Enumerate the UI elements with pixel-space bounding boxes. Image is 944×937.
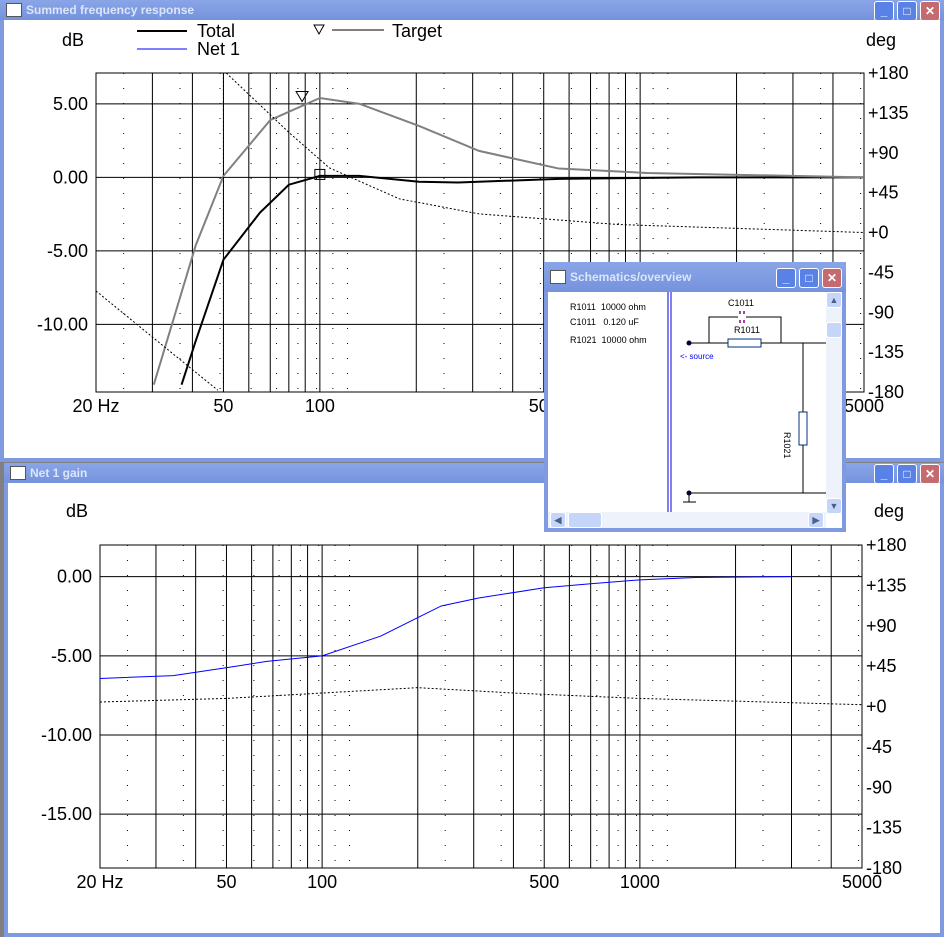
triangle-marker-icon <box>313 24 325 36</box>
y-tick-label: 5.00 <box>53 94 88 114</box>
y2-tick-label: -45 <box>868 262 894 282</box>
y2-tick-label: +180 <box>868 63 909 83</box>
plot-area <box>99 544 863 869</box>
part-row: C1011 0.120 uF <box>570 317 639 327</box>
title-bar[interactable]: Schematics/overview _ □ ✕ <box>544 262 846 292</box>
y2-tick-label: +0 <box>868 223 889 243</box>
summed-response-window: Summed frequency response _ □ ✕ dB deg Tot… <box>0 0 944 462</box>
close-button[interactable]: ✕ <box>920 1 940 21</box>
x-tick-label: 50 <box>216 872 236 892</box>
x-tick-label: 100 <box>305 396 335 416</box>
series-net-1 <box>99 576 792 679</box>
x-tick-label: 5000 <box>844 396 884 416</box>
window-title: Summed frequency response <box>26 3 195 17</box>
y-tick-label: 0.00 <box>57 567 92 587</box>
scroll-thumb[interactable] <box>568 512 602 528</box>
x-tick-label: 50 <box>213 396 233 416</box>
legend <box>137 24 384 50</box>
y2-tick-label: +135 <box>868 103 909 123</box>
minimize-button[interactable]: _ <box>776 268 796 288</box>
legend-total: Total <box>197 21 236 41</box>
y-tick-label: -10.00 <box>41 725 92 745</box>
series-phase <box>99 687 863 706</box>
y-tick-label: -5.00 <box>51 646 92 666</box>
net1-marker <box>314 168 326 180</box>
target-marker <box>295 91 309 103</box>
minimize-button[interactable]: _ <box>874 464 894 484</box>
y2-tick-label: +45 <box>866 656 897 676</box>
x-tick-label: 5000 <box>842 872 882 892</box>
y2-tick-label: -135 <box>868 342 904 362</box>
chart-app-icon <box>10 466 26 480</box>
y2-tick-label: +135 <box>866 575 907 595</box>
series-total <box>180 174 864 385</box>
y2-tick-label: -180 <box>866 858 902 878</box>
window-title: Schematics/overview <box>570 270 692 284</box>
close-button[interactable]: ✕ <box>822 268 842 288</box>
scroll-up-button[interactable]: ▲ <box>826 292 842 308</box>
y2-tick-label: -90 <box>868 302 894 322</box>
y2-tick-label: -180 <box>868 382 904 402</box>
y2-tick-label: +180 <box>866 535 907 555</box>
series-phase <box>225 72 865 233</box>
resistor-r1021 <box>798 411 808 446</box>
schematic-app-icon <box>550 270 566 284</box>
y-tick-label: -10.00 <box>37 314 88 334</box>
scroll-down-button[interactable]: ▼ <box>826 498 842 514</box>
legend-net1: Net 1 <box>197 39 241 59</box>
y-axis-label: dB <box>66 501 89 521</box>
y2-tick-label: -45 <box>866 737 892 757</box>
y-tick-label: 0.00 <box>53 167 88 187</box>
r1021-label: R1021 <box>782 432 792 459</box>
x-tick-label: 100 <box>307 872 337 892</box>
x-tick-label: 500 <box>529 872 559 892</box>
x-tick-label: 20 Hz <box>76 872 123 892</box>
resistor-r1011 <box>727 338 762 348</box>
y-tick-label: -5.00 <box>47 241 88 261</box>
horizontal-scrollbar[interactable]: ◀ ▶ <box>548 512 826 528</box>
y2-tick-label: -90 <box>866 777 892 797</box>
y2-tick-label: +90 <box>868 143 899 163</box>
scroll-left-button[interactable]: ◀ <box>550 512 566 528</box>
r1011-label: R1011 <box>734 325 760 335</box>
y2-tick-label: +90 <box>866 616 897 636</box>
x-tick-label: 1000 <box>620 872 660 892</box>
maximize-button[interactable]: □ <box>897 1 917 21</box>
y2-tick-label: +45 <box>868 183 899 203</box>
scroll-thumb[interactable] <box>826 322 842 338</box>
c1011-label: C1011 <box>728 298 754 308</box>
close-button[interactable]: ✕ <box>920 464 940 484</box>
part-row: R1011 10000 ohm <box>570 302 646 312</box>
net1-gain-window: Net 1 gain _ □ ✕ dB deg 0.00 -5.00 -10.00 -15… <box>4 463 944 937</box>
parts-list: R1011 10000 ohm C1011 0.120 uF R1021 100… <box>570 300 647 348</box>
series-target <box>152 96 865 385</box>
legend-target: Target <box>392 21 443 41</box>
title-bar[interactable]: Summed frequency response _ □ ✕ <box>0 0 944 21</box>
schematics-window: Schematics/overview _ □ ✕ R1011 10000 ohm … <box>544 262 846 532</box>
chart-app-icon <box>6 3 22 17</box>
schematic-diagram <box>667 292 830 514</box>
y2-tick-label: +0 <box>866 697 887 717</box>
y-tick-label: -15.00 <box>41 804 92 824</box>
maximize-button[interactable]: □ <box>799 268 819 288</box>
minimize-button[interactable]: _ <box>874 1 894 21</box>
y2-axis-label: deg <box>866 30 897 50</box>
scroll-right-button[interactable]: ▶ <box>808 512 824 528</box>
vertical-scrollbar[interactable]: ▲ ▼ <box>826 292 842 514</box>
series-phase <box>95 290 219 391</box>
x-tick-label: 20 Hz <box>72 396 119 416</box>
y2-axis-label: deg <box>874 501 905 521</box>
source-label: <- source <box>680 352 714 361</box>
part-row: R1021 10000 ohm <box>570 335 647 345</box>
y-axis-label: dB <box>62 30 85 50</box>
maximize-button[interactable]: □ <box>897 464 917 484</box>
window-title: Net 1 gain <box>30 466 88 480</box>
y2-tick-label: -135 <box>866 818 902 838</box>
